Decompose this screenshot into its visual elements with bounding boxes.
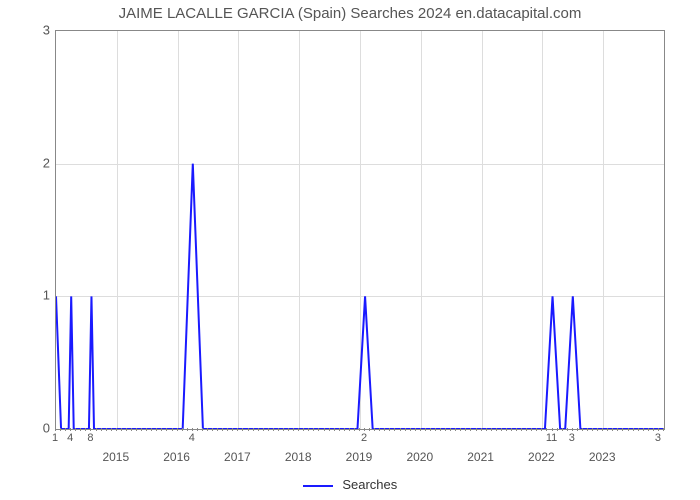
x-year-label: 2021 bbox=[467, 450, 494, 464]
x-value-label: 1 bbox=[52, 432, 58, 444]
plot-area bbox=[55, 30, 665, 430]
x-year-label: 2015 bbox=[102, 450, 129, 464]
y-tick-label: 1 bbox=[35, 288, 50, 303]
x-year-label: 2019 bbox=[346, 450, 373, 464]
x-value-label: 3 bbox=[655, 432, 661, 444]
y-tick-label: 0 bbox=[35, 421, 50, 436]
x-year-label: 2017 bbox=[224, 450, 251, 464]
chart-container: JAIME LACALLE GARCIA (Spain) Searches 20… bbox=[0, 0, 700, 500]
x-value-label: 2 bbox=[361, 432, 367, 444]
x-year-label: 2018 bbox=[285, 450, 312, 464]
series-svg bbox=[56, 31, 664, 429]
x-year-label: 2023 bbox=[589, 450, 616, 464]
series-line bbox=[56, 164, 664, 429]
legend: Searches bbox=[0, 477, 700, 492]
x-value-label: 4 bbox=[189, 432, 195, 444]
x-value-label: 11 bbox=[546, 432, 557, 444]
x-value-label: 4 bbox=[67, 432, 73, 444]
x-year-label: 2020 bbox=[406, 450, 433, 464]
chart-title: JAIME LACALLE GARCIA (Spain) Searches 20… bbox=[0, 5, 700, 22]
legend-swatch bbox=[303, 485, 333, 487]
legend-label: Searches bbox=[342, 477, 397, 492]
x-year-label: 2022 bbox=[528, 450, 555, 464]
x-year-label: 2016 bbox=[163, 450, 190, 464]
x-value-label: 3 bbox=[569, 432, 575, 444]
y-tick-label: 2 bbox=[35, 155, 50, 170]
y-tick-label: 3 bbox=[35, 23, 50, 38]
x-value-label: 8 bbox=[87, 432, 93, 444]
